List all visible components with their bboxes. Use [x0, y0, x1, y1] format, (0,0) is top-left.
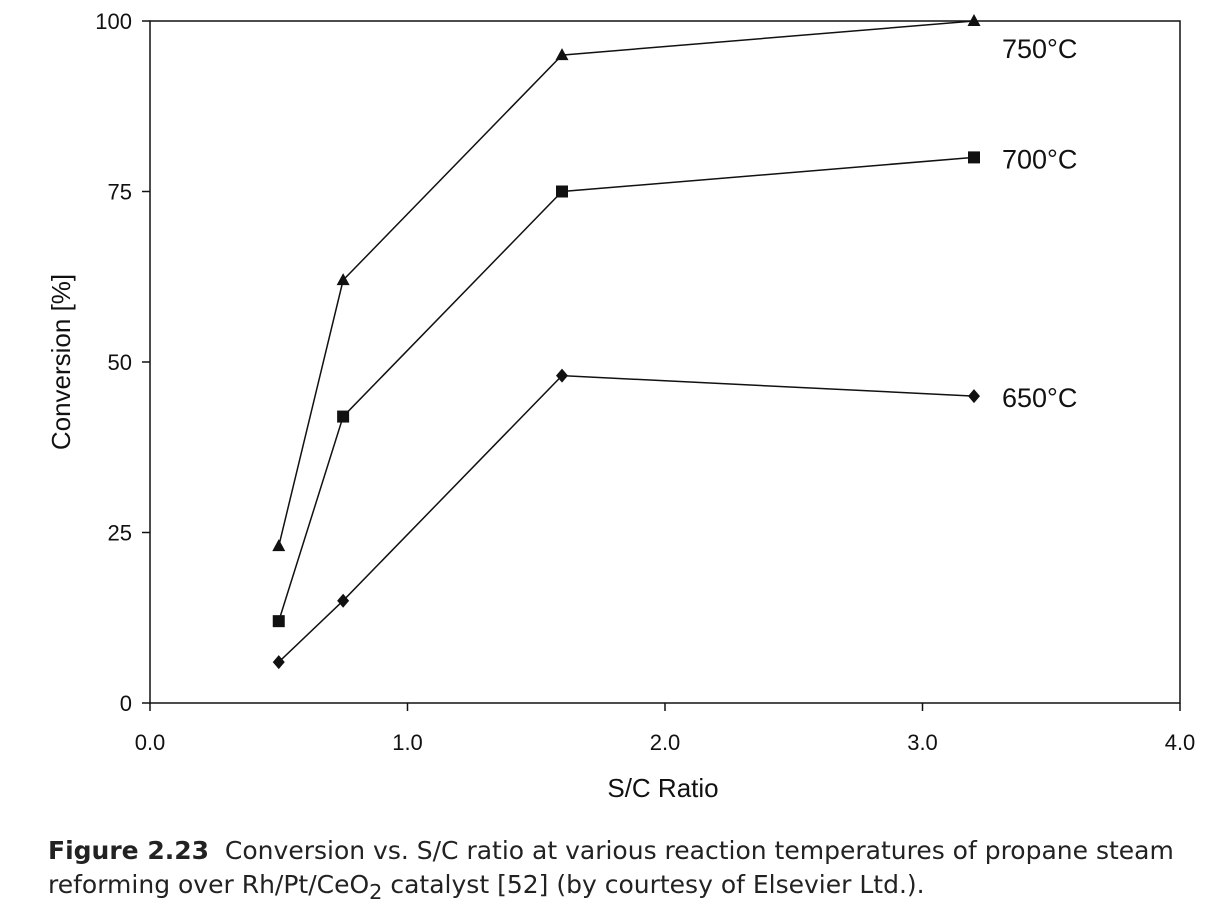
caption-subscript: 2 [369, 880, 383, 904]
marker-square-700 [968, 151, 980, 164]
marker-diamond-650 [272, 655, 285, 670]
marker-triangle-750 [967, 14, 981, 26]
marker-square-700 [337, 410, 350, 423]
series-line-650 [278, 374, 975, 663]
marker-square-700 [556, 185, 568, 198]
y-tick-label: 50 [108, 350, 132, 375]
y-tick-label: 100 [95, 9, 132, 34]
marker-triangle-750 [555, 48, 569, 61]
series-label-750: 750°C [1002, 34, 1077, 64]
marker-diamond-650 [337, 593, 350, 608]
caption-text: Conversion vs. S/C ratio at various reac… [48, 836, 1174, 899]
series-line-750 [278, 20, 975, 547]
y-tick-label: 75 [108, 180, 132, 205]
series-label-650: 650°C [1002, 383, 1077, 413]
series-label-700: 700°C [1002, 144, 1077, 174]
figure-label: Figure 2.23 [48, 836, 210, 865]
x-tick-label: 2.0 [650, 730, 681, 755]
marker-triangle-750 [272, 539, 286, 552]
series-line-700 [278, 156, 975, 622]
series-markers [272, 14, 981, 670]
x-axis-ticks: 0.0 1.0 2.0 3.0 4.0 [135, 703, 1196, 755]
marker-diamond-650 [556, 368, 568, 383]
x-tick-label: 1.0 [392, 730, 423, 755]
plot-area-frame [149, 20, 1181, 704]
x-tick-label: 0.0 [135, 730, 166, 755]
marker-diamond-650 [968, 389, 980, 404]
y-axis-ticks: 0 25 50 75 100 [95, 9, 150, 716]
marker-square-700 [272, 615, 285, 628]
x-tick-label: 4.0 [1165, 730, 1196, 755]
figure-caption: Figure 2.23 Conversion vs. S/C ratio at … [48, 834, 1208, 909]
conversion-chart: 0 25 50 75 100 0.0 1.0 2.0 3.0 4.0 750°C 700°C 650… [46, 9, 1196, 803]
caption-text-end: catalyst [52] (by courtesy of Elsevier L… [382, 870, 925, 899]
x-axis-title: S/C Ratio [607, 773, 718, 803]
series-lines [278, 20, 975, 663]
y-axis-title: Conversion [%] [46, 274, 76, 450]
x-tick-label: 3.0 [907, 730, 938, 755]
series-labels: 750°C 700°C 650°C [1002, 34, 1077, 413]
y-tick-label: 0 [120, 691, 132, 716]
y-tick-label: 25 [108, 521, 132, 546]
marker-triangle-750 [336, 273, 350, 286]
